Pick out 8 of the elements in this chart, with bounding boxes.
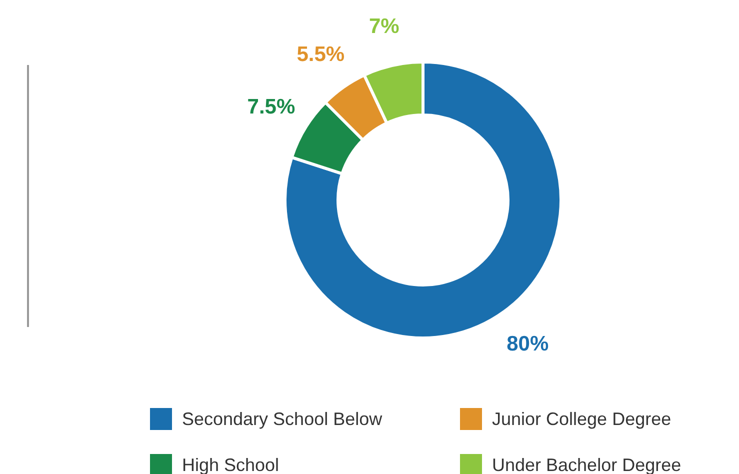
legend-label: Junior College Degree [492,408,672,430]
data-label: 80% [506,332,549,356]
data-label: 7.5% [247,95,296,118]
legend-label: Under Bachelor Degree [492,454,682,474]
data-label: 7% [368,14,400,38]
legend-label: High School [182,454,280,474]
data-label: 5.5% [296,42,345,66]
legend-label: Secondary School Below [182,408,382,430]
